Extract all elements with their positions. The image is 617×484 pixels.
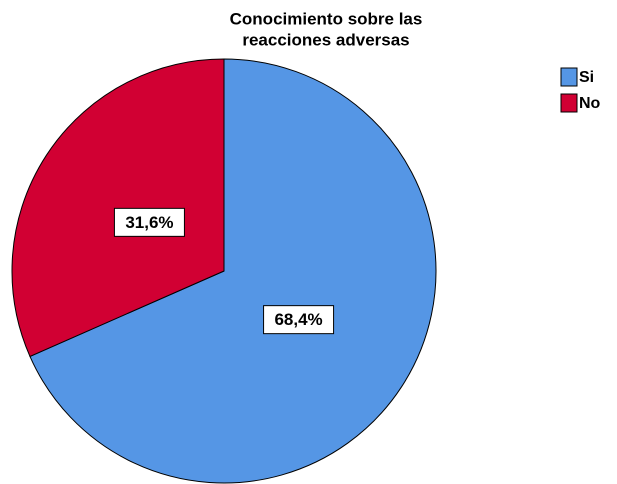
legend-swatch: [560, 67, 578, 87]
data-label: 68,4%: [274, 310, 322, 329]
data-label: 31,6%: [125, 213, 173, 232]
data-label-box: [263, 305, 335, 335]
pie-slice: [29, 58, 437, 484]
pie-slice: [11, 58, 225, 358]
chart-title: reacciones adversas: [242, 30, 409, 49]
legend-label: Si: [579, 69, 594, 86]
legend-swatch: [560, 93, 578, 113]
data-label-box: [113, 207, 185, 237]
chart-title: Conocimiento sobre las: [230, 9, 423, 28]
legend-label: No: [579, 95, 601, 112]
